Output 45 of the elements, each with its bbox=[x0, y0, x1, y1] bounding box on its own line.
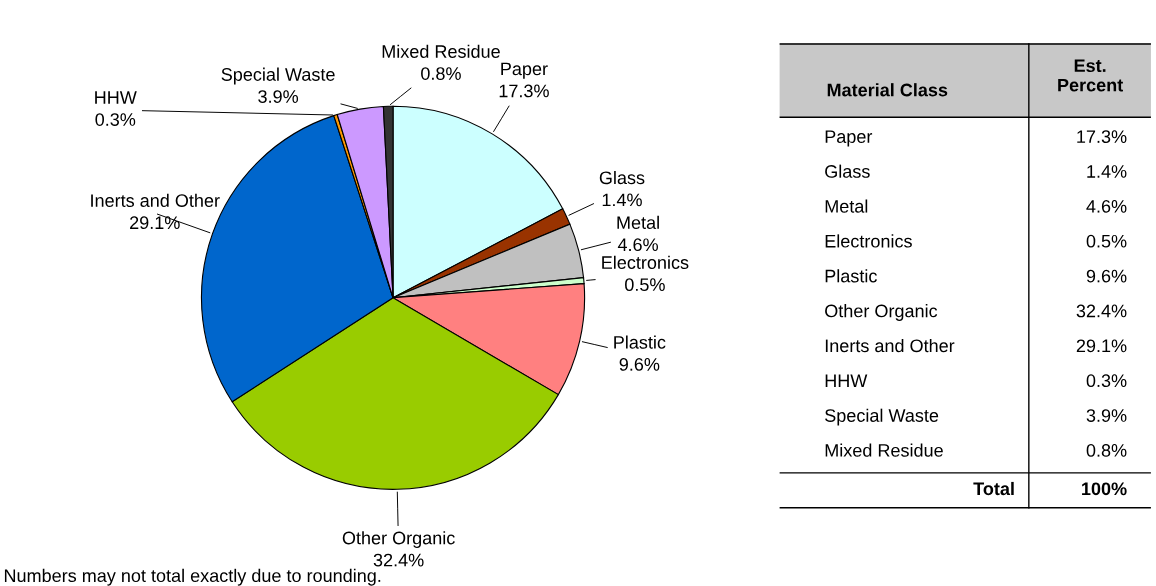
text: 100% bbox=[1082, 482, 1127, 496]
category-label: Inerts and Other bbox=[825, 338, 955, 353]
data-label: 3.9% bbox=[258, 90, 299, 103]
text: Total bbox=[973, 481, 1014, 496]
text: 4.6% bbox=[1086, 199, 1127, 213]
category-label: Special Waste bbox=[825, 408, 939, 426]
category-label: Plastic bbox=[825, 269, 877, 283]
text: Numbers may not total exactly due to rounding. bbox=[4, 568, 381, 586]
text: 17.3% bbox=[1077, 130, 1127, 143]
slice-label: Mixed Residue bbox=[382, 44, 500, 58]
slice-label: Other Organic bbox=[342, 531, 455, 548]
data-label: 9.6% bbox=[619, 358, 660, 371]
slice-label: Metal bbox=[617, 215, 659, 230]
text: 29.1% bbox=[1076, 339, 1127, 353]
text: 32.4% bbox=[1076, 304, 1127, 318]
slice-label: Special Waste bbox=[221, 67, 335, 85]
slice-label: Plastic bbox=[614, 335, 666, 349]
text: 9.6% bbox=[1086, 269, 1127, 283]
text: Est. Percent bbox=[1058, 59, 1124, 92]
category-label: Metal bbox=[825, 199, 868, 213]
category-label: Electronics bbox=[825, 234, 912, 248]
category-label: Paper bbox=[825, 130, 873, 147]
text: 1.4% bbox=[1087, 165, 1127, 178]
category-label: Mixed Residue bbox=[825, 443, 943, 457]
category-label: Other Organic bbox=[825, 304, 938, 321]
text: 0.8% bbox=[1086, 444, 1127, 457]
slice-label: Electronics bbox=[602, 255, 689, 269]
data-label: 1.4% bbox=[602, 193, 642, 207]
data-label: 17.3% bbox=[499, 84, 549, 98]
slice-label: HHW bbox=[95, 91, 137, 104]
data-label: 0.5% bbox=[625, 278, 665, 292]
text: Material Class bbox=[827, 83, 948, 97]
category-label: HHW bbox=[825, 374, 868, 387]
slice-label: Paper bbox=[501, 62, 548, 79]
text: 0.5% bbox=[1086, 234, 1127, 248]
data-label: 29.1% bbox=[130, 216, 180, 230]
category-label: Glass bbox=[825, 164, 870, 178]
data-label: 4.6% bbox=[617, 238, 658, 252]
slice-label: Inerts and Other bbox=[91, 193, 220, 207]
data-label: 0.3% bbox=[95, 113, 136, 126]
slice-label: Glass bbox=[599, 170, 645, 185]
text: 0.3% bbox=[1086, 374, 1127, 388]
data-label: 0.8% bbox=[421, 67, 461, 80]
text: 3.9% bbox=[1086, 409, 1127, 422]
data-label: 32.4% bbox=[373, 553, 424, 567]
